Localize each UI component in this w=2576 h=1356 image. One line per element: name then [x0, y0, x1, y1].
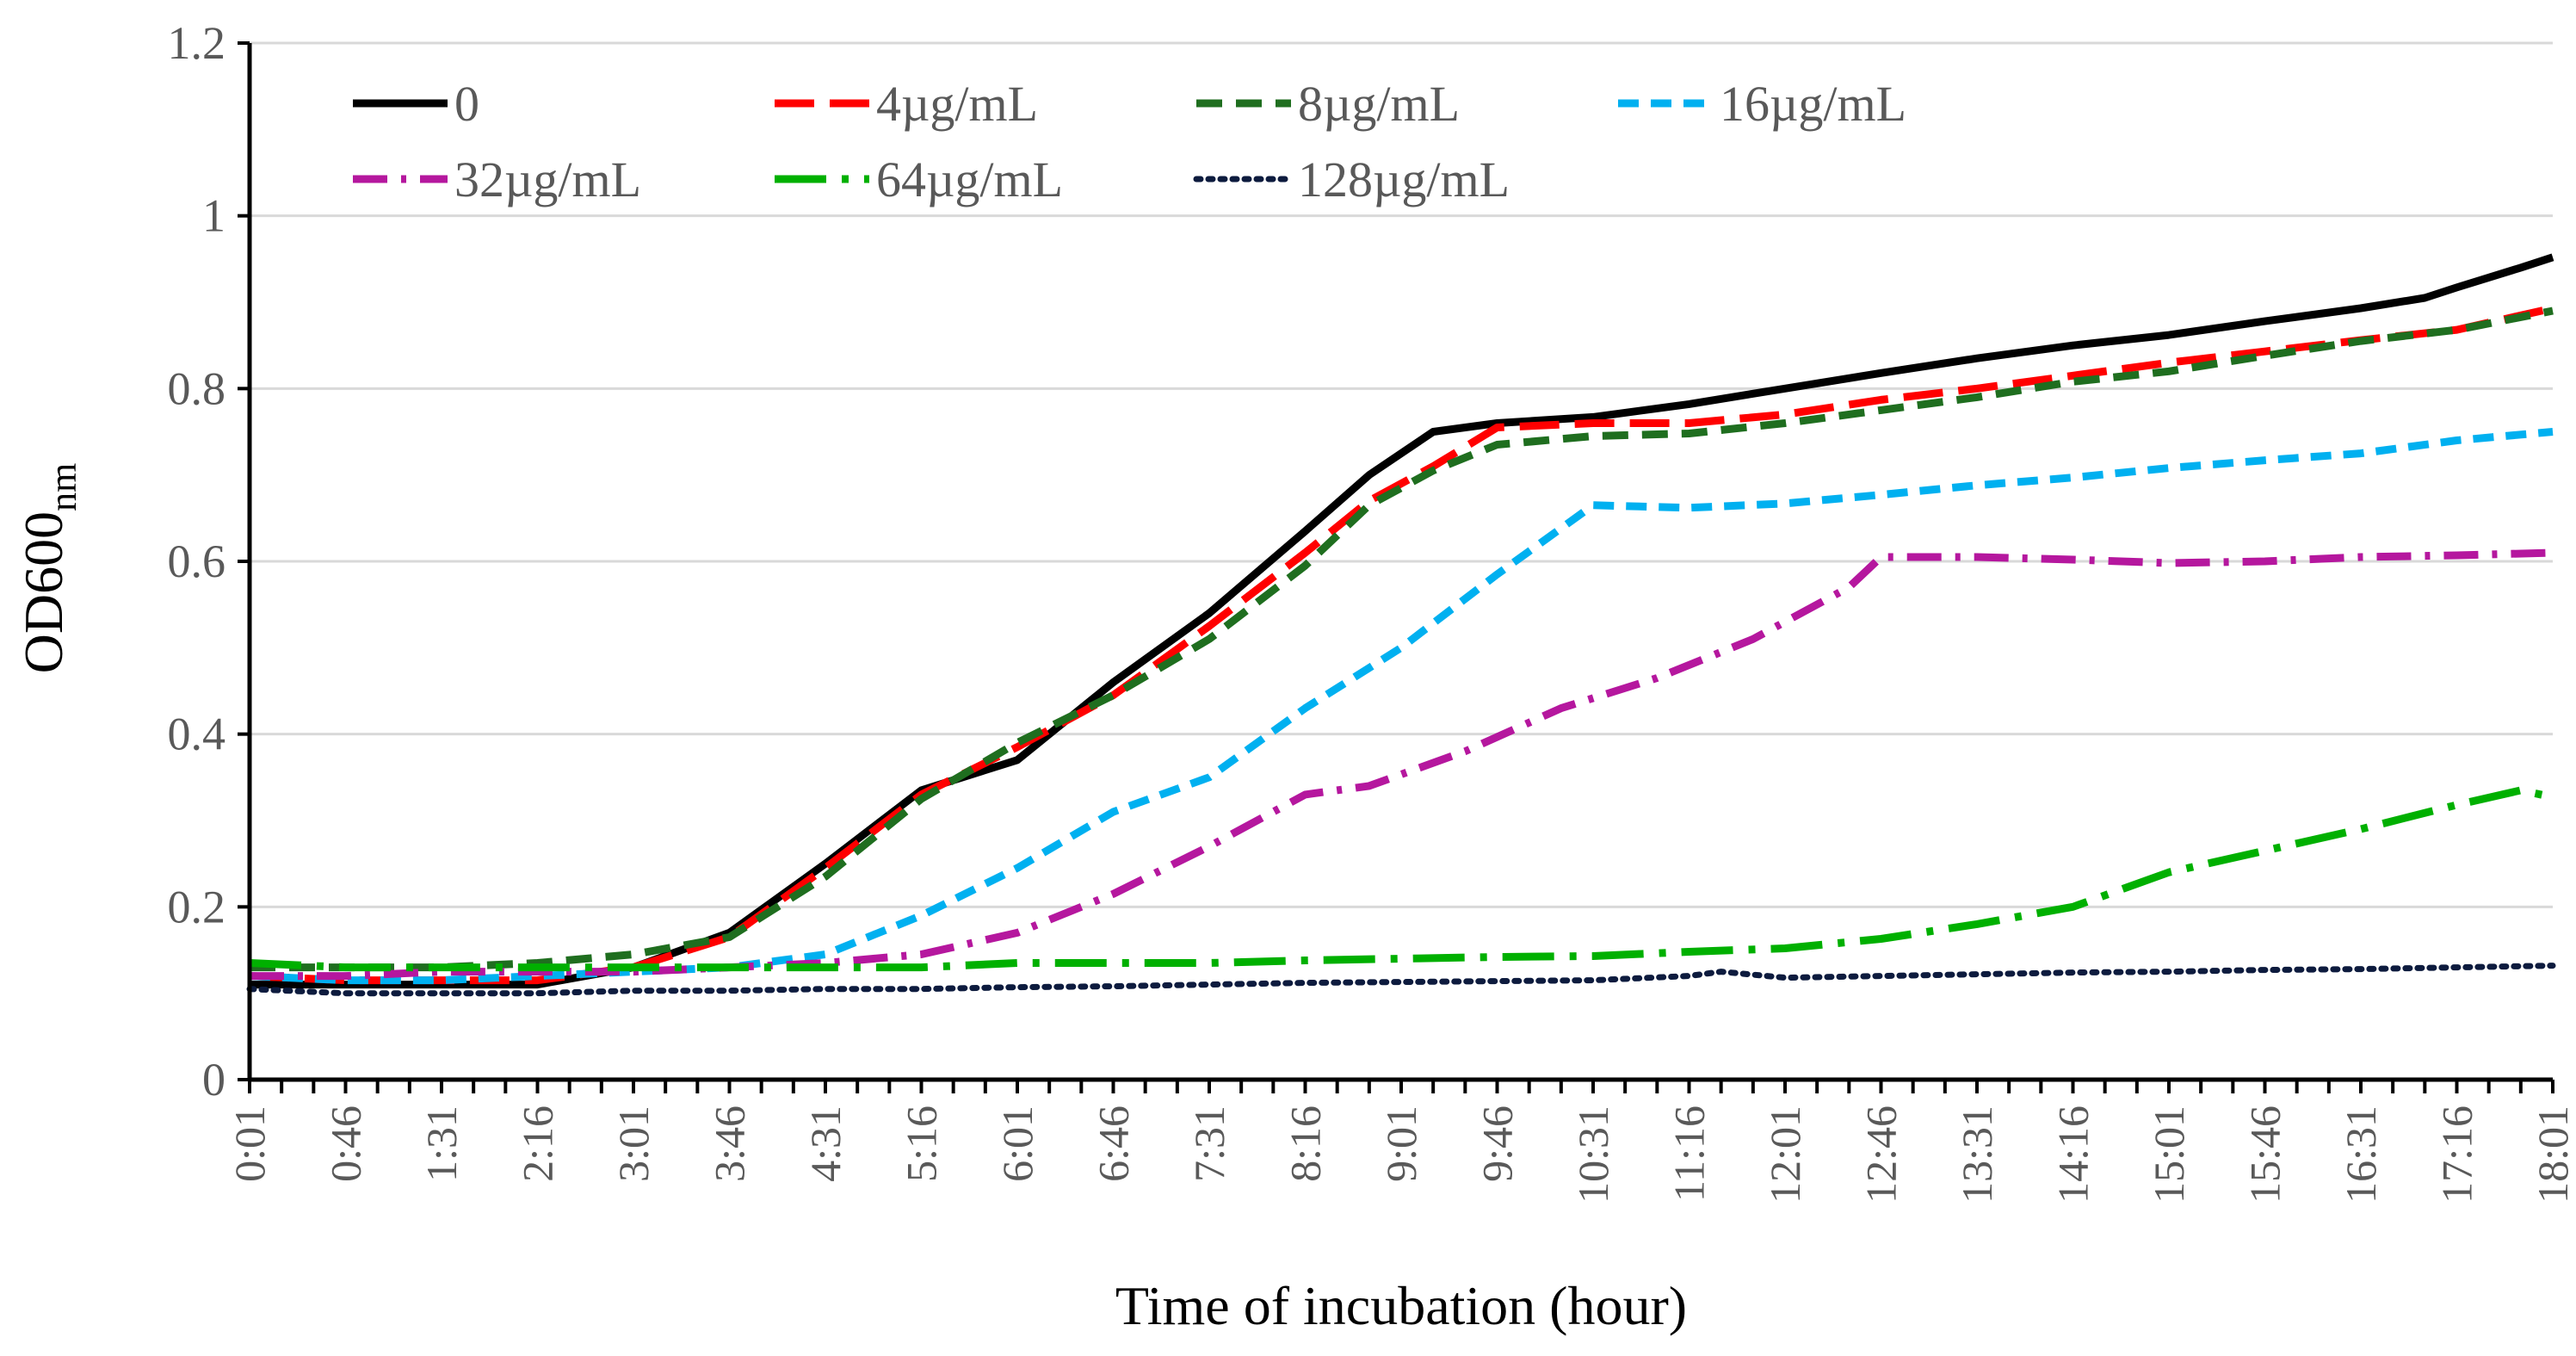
y-gridlines — [250, 41, 2553, 908]
series-line — [250, 253, 2554, 989]
y-axis-title-subscript: nm — [42, 463, 84, 511]
series-line — [250, 548, 2554, 981]
x-tick-label: 2:16 — [514, 1105, 562, 1182]
x-tick-label: 12:46 — [1857, 1105, 1906, 1204]
x-tick-label: 9:01 — [1377, 1105, 1425, 1182]
series-line — [249, 428, 2554, 985]
y-tick-label: 1 — [202, 190, 225, 242]
legend: 0 4µg/mL 8µg/mL 16µg/mL 32µg/mL 64µg/mL 128µg/… — [353, 76, 1906, 207]
x-tick-label: 15:46 — [2241, 1105, 2289, 1204]
y-tick-label: 0 — [202, 1054, 225, 1105]
x-tick-label: 14:16 — [2049, 1105, 2097, 1204]
y-tick-label: 1.2 — [168, 17, 226, 69]
series-lines — [246, 253, 2556, 997]
y-tick-label: 0.6 — [168, 536, 226, 587]
x-tick-label: 6:01 — [993, 1105, 1041, 1182]
x-tick-label: 9:46 — [1473, 1105, 1522, 1182]
series-line — [249, 786, 2554, 972]
x-tick-label: 4:31 — [801, 1105, 849, 1182]
y-tick-labels: 0 0.2 0.4 0.6 0.8 1 1.2 — [168, 17, 250, 1105]
legend-label: 32µg/mL — [454, 152, 641, 207]
x-tick-label: 10:31 — [1569, 1105, 1617, 1204]
x-tick-label: 5:16 — [898, 1105, 946, 1182]
x-tick-label: 11:16 — [1665, 1105, 1714, 1202]
legend-label: 8µg/mL — [1298, 76, 1460, 132]
legend-label: 4µg/mL — [876, 76, 1038, 132]
x-tick-labels: 0:01 0:46 1:31 2:16 3:01 3:46 4:31 5:16 6:01 6:46… — [225, 1080, 2576, 1204]
y-tick-label: 0.2 — [168, 881, 226, 932]
x-tick-label: 17:16 — [2433, 1105, 2481, 1204]
x-tick-label: 8:16 — [1282, 1105, 1330, 1182]
y-tick-label: 0.4 — [168, 709, 226, 760]
series-line — [249, 304, 2554, 985]
x-tick-label: 0:46 — [322, 1105, 370, 1182]
legend-label: 128µg/mL — [1298, 152, 1510, 207]
x-tick-label: 0:01 — [225, 1105, 274, 1182]
legend-label: 0 — [454, 76, 479, 132]
x-axis-title: Time of incubation (hour) — [1115, 1275, 1687, 1336]
x-tick-label: 6:46 — [1090, 1105, 1138, 1182]
x-tick-label: 7:31 — [1185, 1105, 1233, 1182]
y-axis-title-main: OD600 — [13, 511, 74, 673]
x-tick-label: 1:31 — [417, 1105, 466, 1182]
x-tick-label: 15:01 — [2145, 1105, 2193, 1204]
series-line — [246, 963, 2556, 997]
x-tick-label: 3:46 — [706, 1105, 754, 1182]
y-tick-label: 0.8 — [168, 362, 226, 414]
x-tick-label: 16:31 — [2337, 1105, 2385, 1204]
series-line — [250, 306, 2554, 972]
x-tick-label: 3:01 — [609, 1105, 658, 1182]
x-tick-label: 13:31 — [1953, 1105, 2001, 1204]
x-tick-label: 18:01 — [2529, 1105, 2576, 1204]
y-axis-title: OD600nm — [13, 463, 84, 674]
legend-label: 16µg/mL — [1720, 76, 1906, 132]
x-tick-label: 12:01 — [1761, 1105, 1809, 1204]
legend-label: 64µg/mL — [876, 152, 1063, 207]
